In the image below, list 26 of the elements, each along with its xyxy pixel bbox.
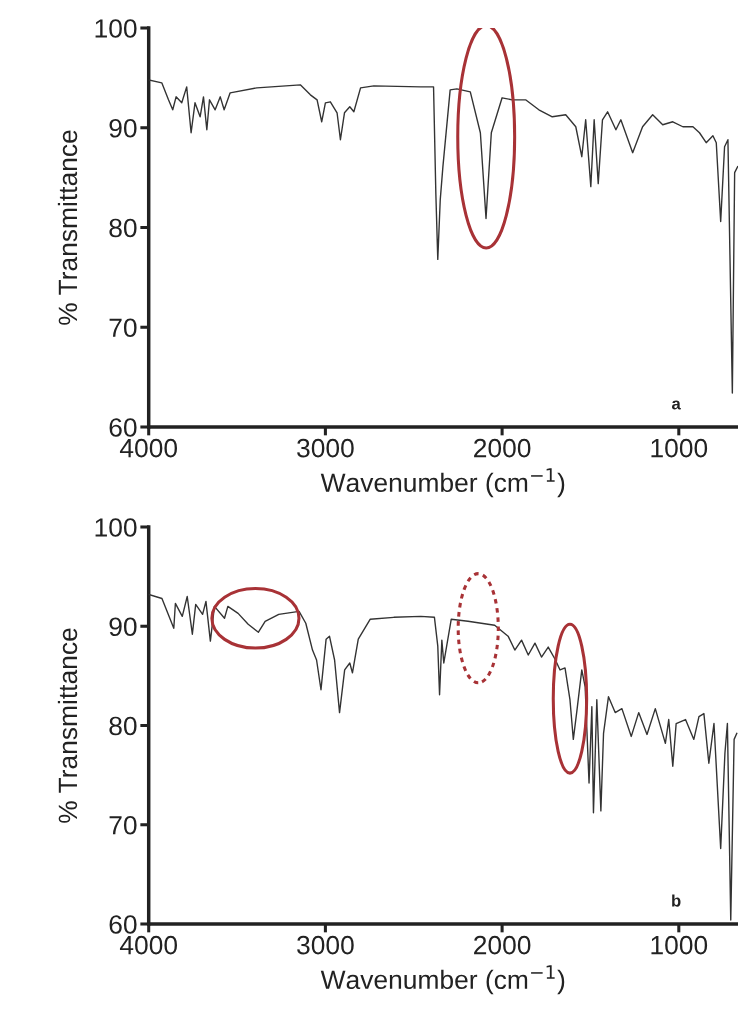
line-series <box>148 593 738 921</box>
y-tick-label: 90 <box>109 118 137 138</box>
annotation: b <box>672 894 681 907</box>
x-axis-title: Wavenumber (cm$^{−1}$) <box>320 468 565 498</box>
line-series <box>148 79 738 394</box>
annotation: a <box>671 400 681 410</box>
y-axis-title: % Transmittance <box>57 628 78 823</box>
x-tick-label: 4000 <box>119 935 178 955</box>
y-tick-label: 100 <box>95 19 137 38</box>
x-tick-label: 2000 <box>474 935 531 955</box>
x-tick-label: 1000 <box>651 438 708 458</box>
x-tick-label: 2000 <box>474 438 531 458</box>
y-tick-label: 80 <box>109 716 137 736</box>
y-tick-label: 90 <box>109 617 137 637</box>
y-tick-label: 70 <box>109 815 137 835</box>
y-axis-title: % Transmittance <box>57 130 78 325</box>
x-tick-label: 3000 <box>297 935 354 955</box>
x-tick-label: 3000 <box>297 438 354 458</box>
y-tick-label: 60 <box>109 915 137 934</box>
y-tick-label: 100 <box>95 518 137 537</box>
x-tick-label: 1000 <box>651 935 708 955</box>
y-tick-label: 70 <box>109 318 137 338</box>
y-tick-label: 80 <box>109 218 137 238</box>
x-tick-label: 4000 <box>119 438 178 458</box>
x-axis-title: Wavenumber (cm$^{−1}$) <box>320 965 565 995</box>
y-tick-label: 60 <box>109 418 137 437</box>
